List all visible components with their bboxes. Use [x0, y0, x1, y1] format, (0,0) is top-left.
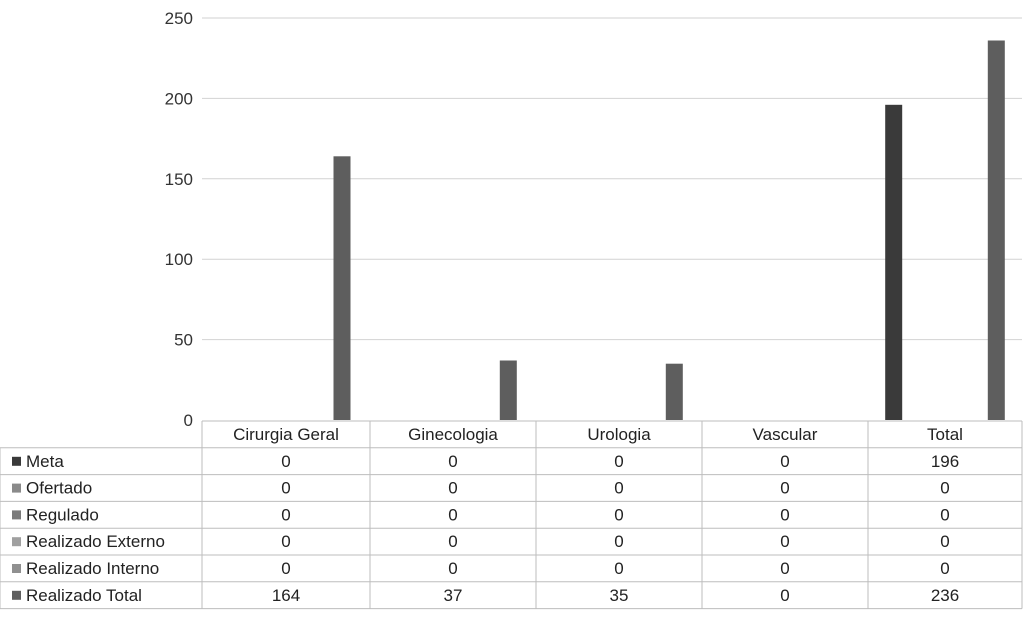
data-label: 0 [780, 532, 789, 551]
data-label: 164 [272, 586, 300, 605]
bar-realizado-total-urologia [665, 363, 683, 420]
legend-label: Realizado Externo [26, 532, 165, 551]
data-label: 0 [780, 479, 789, 498]
legend-label: Regulado [26, 505, 99, 524]
data-label: 0 [448, 532, 457, 551]
legend-label: Meta [26, 452, 64, 471]
data-label: 236 [931, 586, 959, 605]
data-label: 0 [281, 452, 290, 471]
bar-realizado-total-ginecologia [499, 360, 517, 420]
bar-realizado-total-cirurgia-geral [333, 156, 351, 421]
legend-label: Ofertado [26, 479, 92, 498]
data-label: 0 [614, 452, 623, 471]
data-label: 0 [780, 505, 789, 524]
legend-swatch [12, 510, 21, 520]
data-label: 0 [281, 479, 290, 498]
legend-label: Realizado Total [26, 586, 142, 605]
x-tick-label: Ginecologia [408, 425, 498, 444]
legend-swatch [12, 564, 21, 573]
legend-swatch [12, 590, 21, 600]
data-label: 0 [614, 479, 623, 498]
data-label: 35 [610, 586, 629, 605]
data-label: 0 [940, 479, 949, 498]
x-tick-label: Vascular [753, 425, 818, 444]
y-tick-label: 200 [165, 89, 193, 108]
legend-swatch [12, 456, 21, 466]
legend-label: Realizado Interno [26, 559, 159, 578]
x-tick-label: Total [927, 425, 963, 444]
data-label: 0 [448, 452, 457, 471]
y-tick-label: 100 [165, 250, 193, 269]
data-label: 0 [780, 559, 789, 578]
x-tick-label: Cirurgia Geral [233, 425, 339, 444]
y-tick-label: 150 [165, 170, 193, 189]
data-label: 0 [940, 559, 949, 578]
data-label: 0 [614, 505, 623, 524]
data-label: 0 [780, 586, 789, 605]
data-label: 0 [614, 532, 623, 551]
data-label: 0 [940, 532, 949, 551]
y-tick-label: 250 [165, 9, 193, 28]
data-table: Cirurgia Geral Ginecologia Urologia Vascula… [0, 420, 1023, 610]
x-tick-label: Urologia [587, 425, 651, 444]
legend-swatch [12, 537, 21, 547]
bars [333, 40, 1005, 421]
bar-meta-total [885, 104, 903, 421]
bar-realizado-total-total [987, 40, 1005, 420]
data-label: 0 [281, 505, 290, 524]
data-label: 0 [940, 505, 949, 524]
legend-swatch [12, 483, 21, 493]
data-label: 37 [444, 586, 463, 605]
data-label: 0 [614, 559, 623, 578]
y-tick-label: 50 [174, 331, 193, 350]
data-label: 0 [448, 559, 457, 578]
data-label: 0 [281, 559, 290, 578]
data-label: 0 [448, 505, 457, 524]
data-label: 196 [931, 452, 959, 471]
data-label: 0 [780, 452, 789, 471]
y-tick-label: 0 [184, 411, 193, 430]
y-axis-ticks: 0 50 100 150 200 250 [165, 9, 193, 430]
data-label: 0 [281, 532, 290, 551]
data-label: 0 [448, 479, 457, 498]
